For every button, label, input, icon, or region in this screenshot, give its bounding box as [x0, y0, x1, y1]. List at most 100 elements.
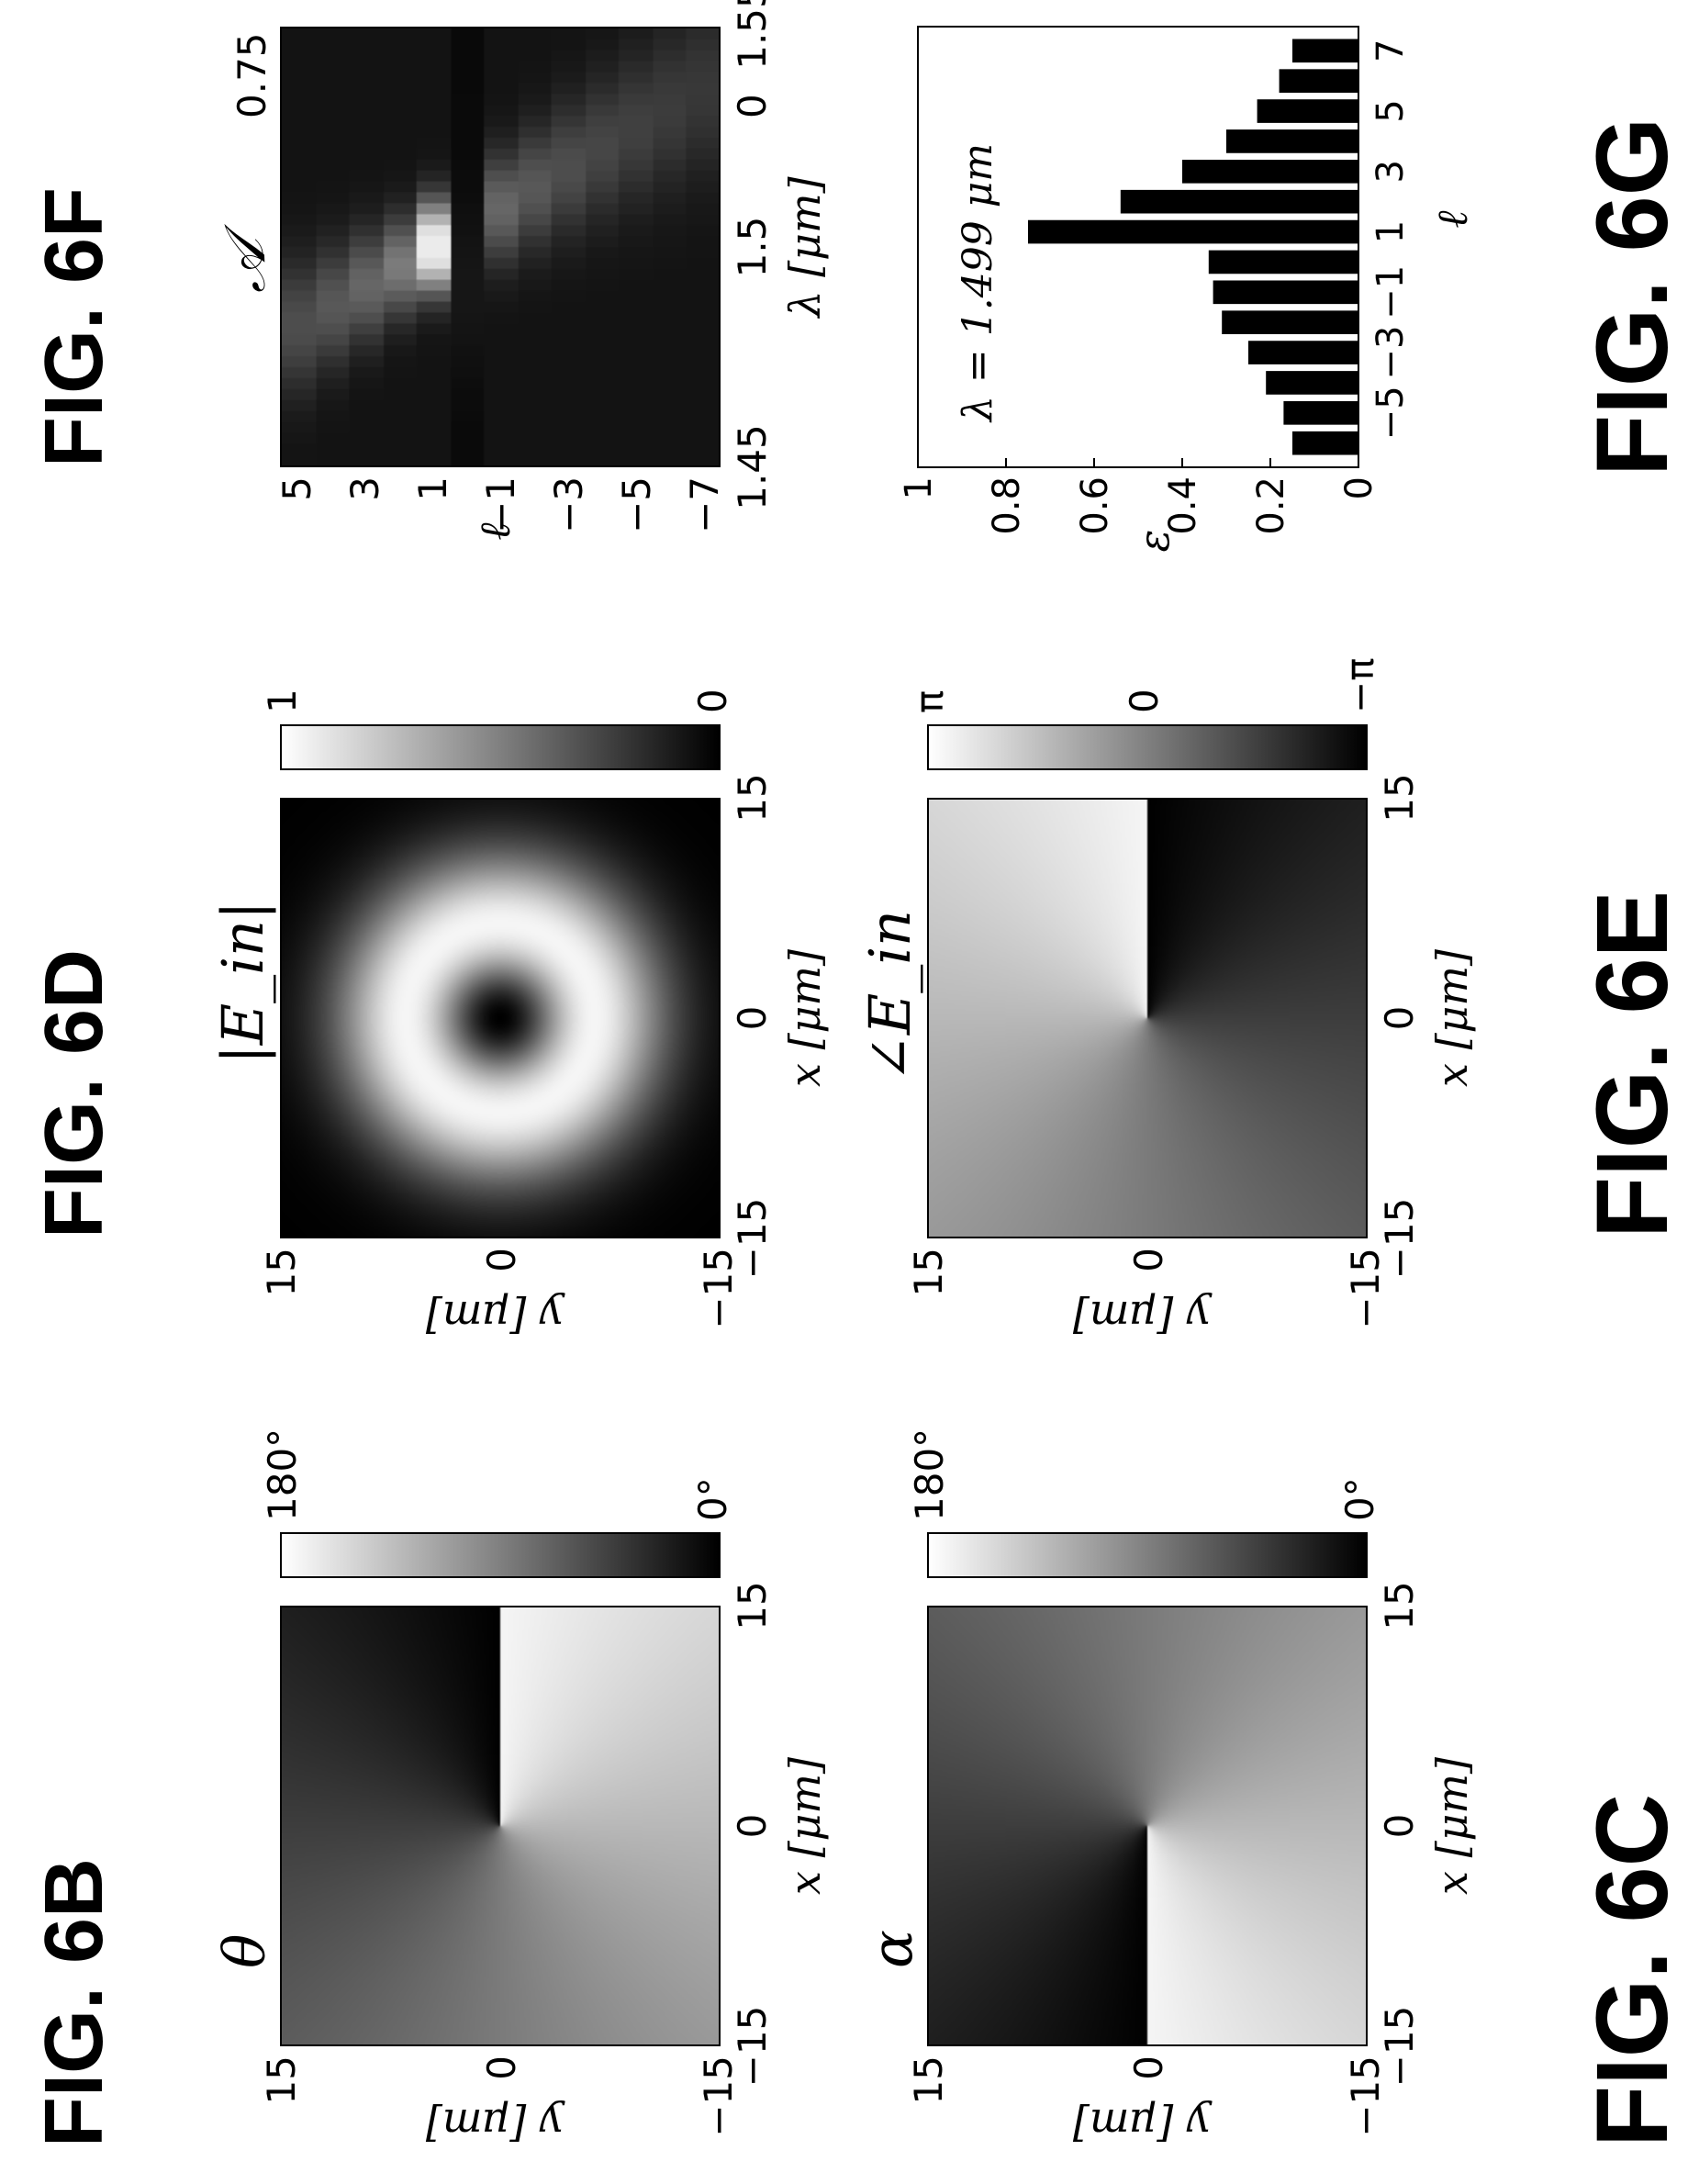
fig-6g-xtick-label: 7 [1369, 39, 1412, 62]
fig-6g-xtick-label: 3 [1369, 160, 1412, 183]
fig-6g-bar [1257, 99, 1359, 123]
fig-6g-bar [1279, 69, 1359, 93]
fig-6d-xtick-15: 15 [730, 773, 775, 823]
fig-6g-ytick-label: 1 [900, 476, 940, 499]
fig-6g-bar [1208, 250, 1358, 274]
fig-6e-xtick-15: 15 [1377, 773, 1422, 823]
fig-6g-bar-chart: 0 0.2 0.4 0.6 0.8 1 −5 −3 −1 1 3 5 7 [900, 26, 1412, 535]
fig-6d-xtick-0: 0 [730, 1005, 775, 1031]
fig-6f-xlabel: λ [μm] [780, 176, 830, 318]
fig-6c-plot-title: α [858, 1930, 925, 1968]
fig-6c-ylabel: y [μm] [1072, 2100, 1211, 2149]
fig-6d-ytick-15: 15 [259, 1248, 304, 1297]
fig-6f-ylabel: ℓ [470, 522, 520, 541]
fig-6b-heatmap [280, 1606, 721, 2046]
fig-6b-xtick-15: 15 [730, 1581, 775, 1630]
fig-6b-ytick-15: 15 [259, 2055, 304, 2105]
fig-6g-bar [1222, 310, 1359, 335]
fig-6e-ylabel: y [μm] [1072, 1292, 1211, 1341]
fig-6e-xtick-0: 0 [1377, 1005, 1422, 1031]
fig-6c-heatmap [927, 1606, 1368, 2046]
fig-6d-xtick-neg15: −15 [730, 1197, 775, 1280]
fig-6g-bar [1213, 280, 1358, 305]
fig-6f-colorbar-min: 0 [730, 94, 775, 118]
fig-6d-ylabel: y [μm] [425, 1292, 564, 1341]
fig-6d-heatmap-canvas [282, 800, 719, 1237]
fig-6e-heatmap [927, 798, 1368, 1238]
fig-6b-xtick-0: 0 [730, 1813, 775, 1839]
fig-6c-title: FIG. 6C [1576, 1793, 1689, 2147]
fig-6g-bar [1283, 400, 1358, 425]
fig-6c-colorbar [927, 1532, 1368, 1578]
fig-6g-xlabel: ℓ [1427, 210, 1477, 229]
fig-6c-xtick-15: 15 [1377, 1581, 1422, 1630]
fig-6g-annotation: λ = 1.499 μm [955, 143, 1001, 421]
fig-6d-colorbar-min: 0 [690, 689, 735, 713]
fig-6d-colorbar-max: 1 [260, 689, 305, 713]
fig-6b-xtick-neg15: −15 [730, 2005, 775, 2088]
fig-6b-xlabel: x [μm] [780, 1757, 830, 1895]
fig-6c-colorbar-max: 180° [907, 1428, 952, 1521]
fig-6d-colorbar [280, 724, 721, 770]
fig-6g-ylabel: ε [1129, 529, 1179, 553]
fig-6g-xtick-label: 1 [1369, 220, 1412, 243]
fig-6f-plot-title: 𝒜 [211, 239, 278, 293]
fig-6e-colorbar-mid: 0 [1122, 689, 1167, 713]
fig-6b-plot-title: θ [211, 1933, 278, 1968]
fig-6f-ytick: −5 [613, 476, 659, 533]
fig-6e-xlabel: x [μm] [1427, 949, 1477, 1087]
fig-6g-ytick-label: 0.4 [1162, 476, 1204, 535]
fig-6f-ytick: −3 [545, 476, 591, 533]
fig-6g-bar [1120, 189, 1359, 214]
fig-6d-xlabel: x [μm] [780, 949, 830, 1087]
fig-6g-bar [1292, 431, 1358, 455]
fig-6c-ytick-15: 15 [906, 2055, 951, 2105]
fig-6e-title: FIG. 6E [1576, 890, 1689, 1238]
fig-6g-ytick-label: 0 [1338, 476, 1380, 499]
fig-6g-xtick-label: 5 [1369, 99, 1412, 122]
fig-6g-ytick-label: 0.6 [1074, 476, 1116, 535]
fig-6f-title: FIG. 6F [28, 186, 120, 467]
fig-6e-plot-title: ∠E_in [856, 910, 923, 1082]
fig-6c-colorbar-min: 0° [1337, 1477, 1382, 1521]
fig-6c-xtick-neg15: −15 [1377, 2005, 1422, 2088]
fig-6e-xtick-neg15: −15 [1377, 1197, 1422, 1280]
fig-6b-colorbar-max: 180° [260, 1428, 305, 1521]
fig-6b-colorbar-min: 0° [690, 1477, 735, 1521]
fig-6b-colorbar [280, 1532, 721, 1578]
fig-6e-colorbar-min: −π [1337, 657, 1382, 713]
fig-6g-bar [1266, 371, 1359, 395]
fig-6b-heatmap-canvas [282, 1607, 719, 2044]
fig-6e-colorbar [927, 724, 1368, 770]
fig-6d-heatmap [280, 798, 721, 1238]
fig-6g-bar [1292, 39, 1358, 63]
fig-6b-title: FIG. 6B [28, 1857, 120, 2147]
fig-6d-plot-title: |E_in| [209, 901, 276, 1064]
fig-6f-xtick-15: 1.5 [730, 216, 775, 278]
fig-6e-colorbar-max: π [907, 689, 952, 713]
fig-6g-bar [1028, 219, 1358, 244]
fig-6c-xlabel: x [μm] [1427, 1757, 1477, 1895]
fig-6f-ytick: 1 [410, 476, 456, 501]
fig-6f-ytick: 5 [274, 476, 320, 501]
fig-6g-xtick-label: −1 [1369, 265, 1412, 319]
fig-6g-xtick-label: −5 [1369, 386, 1412, 440]
fig-6f-heatmap-canvas [282, 28, 719, 465]
fig-6b-ylabel: y [μm] [425, 2100, 564, 2149]
fig-6f-colorbar-max: 0.75 [229, 32, 274, 118]
fig-6g-bar [1182, 159, 1358, 184]
fig-6f-ytick: 3 [342, 476, 388, 501]
fig-6e-heatmap-canvas [929, 800, 1366, 1237]
fig-6d-title: FIG. 6D [28, 948, 120, 1238]
fig-6g-ytick-label: 0.2 [1250, 476, 1292, 535]
fig-6e-ytick-15: 15 [906, 1248, 951, 1297]
fig-6g-bar [1226, 129, 1358, 153]
fig-6g-xtick-label: −3 [1369, 326, 1412, 380]
fig-6g-bar [1248, 341, 1358, 364]
fig-6g-title: FIG. 6G [1576, 117, 1689, 476]
fig-6c-heatmap-canvas [929, 1607, 1366, 2044]
fig-6g-ytick-label: 0.8 [986, 476, 1028, 535]
fig-6f-xtick-155: 1.55 [730, 0, 775, 70]
fig-6c-xtick-0: 0 [1377, 1813, 1422, 1839]
